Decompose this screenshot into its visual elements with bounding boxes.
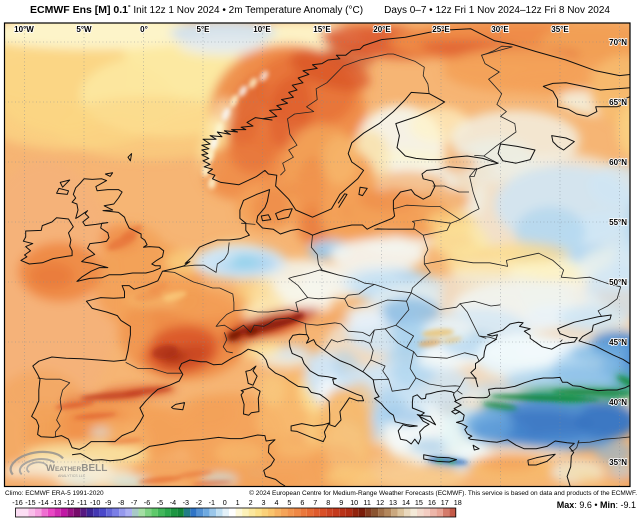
svg-text:5°E: 5°E xyxy=(197,25,211,34)
svg-text:7: 7 xyxy=(313,498,317,507)
svg-text:-3: -3 xyxy=(183,498,189,507)
svg-text:© 2024 European Centre for Med: © 2024 European Centre for Medium-Range … xyxy=(249,489,637,497)
svg-text:30°E: 30°E xyxy=(491,25,509,34)
svg-text:9: 9 xyxy=(339,498,343,507)
svg-text:12: 12 xyxy=(376,498,384,507)
svg-text:10°W: 10°W xyxy=(14,25,34,34)
svg-text:-6: -6 xyxy=(144,498,150,507)
svg-text:11: 11 xyxy=(363,498,370,507)
svg-text:Max: 9.6 • Min: -9.1: Max: 9.6 • Min: -9.1 xyxy=(557,500,636,510)
svg-text:2: 2 xyxy=(249,498,253,507)
svg-text:-10: -10 xyxy=(90,498,100,507)
svg-text:-4: -4 xyxy=(170,498,176,507)
svg-text:55°N: 55°N xyxy=(609,218,627,227)
svg-text:-1: -1 xyxy=(209,498,215,507)
svg-text:Days 0–7 • 12z Fri 1 Nov 2024–: Days 0–7 • 12z Fri 1 Nov 2024–12z Fri 8 … xyxy=(384,5,610,16)
svg-text:-5: -5 xyxy=(157,498,163,507)
svg-text:-12: -12 xyxy=(64,498,74,507)
svg-text:-8: -8 xyxy=(118,498,124,507)
svg-text:-2: -2 xyxy=(196,498,202,507)
svg-text:8: 8 xyxy=(326,498,330,507)
svg-text:3: 3 xyxy=(262,498,266,507)
svg-text:65°N: 65°N xyxy=(609,98,627,107)
svg-text:1: 1 xyxy=(236,498,240,507)
svg-text:5°W: 5°W xyxy=(76,25,92,34)
svg-text:-14: -14 xyxy=(38,498,48,507)
svg-text:20°E: 20°E xyxy=(373,25,391,34)
svg-text:6: 6 xyxy=(300,498,304,507)
svg-text:-16: -16 xyxy=(12,498,22,507)
svg-text:-7: -7 xyxy=(131,498,137,507)
svg-text:ECMWF Ens [M] 0.1° Init 12z 1: ECMWF Ens [M] 0.1° Init 12z 1 Nov 2024 •… xyxy=(30,4,363,17)
svg-text:10: 10 xyxy=(350,498,358,507)
svg-text:14: 14 xyxy=(402,498,410,507)
svg-text:16: 16 xyxy=(428,498,436,507)
svg-text:35°E: 35°E xyxy=(551,25,569,34)
svg-text:-11: -11 xyxy=(77,498,87,507)
svg-text:70°N: 70°N xyxy=(609,38,627,47)
svg-text:45°N: 45°N xyxy=(609,338,627,347)
svg-text:10°E: 10°E xyxy=(253,25,271,34)
svg-text:ANALYTICS LLC: ANALYTICS LLC xyxy=(58,474,86,478)
svg-text:0: 0 xyxy=(223,498,227,507)
svg-text:-15: -15 xyxy=(25,498,35,507)
svg-text:-13: -13 xyxy=(51,498,61,507)
svg-text:-9: -9 xyxy=(105,498,111,507)
svg-text:25°E: 25°E xyxy=(432,25,450,34)
svg-text:18: 18 xyxy=(454,498,462,507)
svg-text:13: 13 xyxy=(389,498,397,507)
svg-text:0°: 0° xyxy=(140,25,148,34)
svg-text:50°N: 50°N xyxy=(609,278,627,287)
svg-text:35°N: 35°N xyxy=(609,458,627,467)
svg-text:60°N: 60°N xyxy=(609,158,627,167)
svg-text:4: 4 xyxy=(275,498,279,507)
svg-text:WEATHERBELL: WEATHERBELL xyxy=(46,463,107,474)
svg-text:5: 5 xyxy=(287,498,291,507)
svg-text:15°E: 15°E xyxy=(313,25,331,34)
svg-text:17: 17 xyxy=(441,498,449,507)
svg-text:40°N: 40°N xyxy=(609,398,627,407)
svg-text:15: 15 xyxy=(415,498,423,507)
svg-text:Climo: ECMWF ERA-5 1991-2020: Climo: ECMWF ERA-5 1991-2020 xyxy=(5,490,104,497)
